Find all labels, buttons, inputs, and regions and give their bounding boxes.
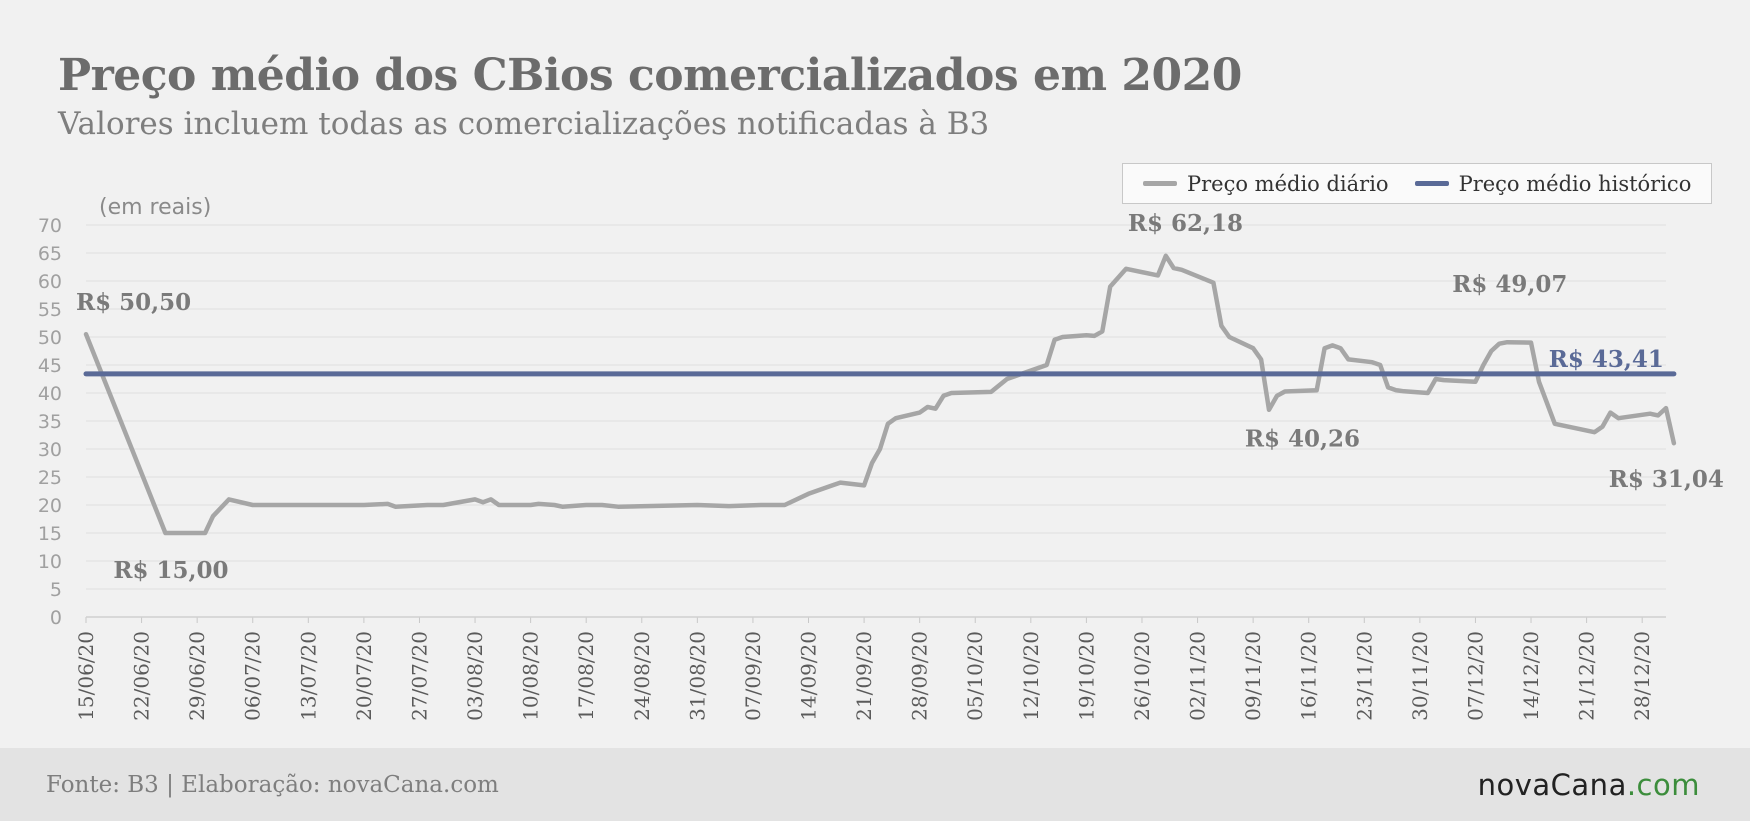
y-tick-label-30: 30 [38, 439, 62, 461]
x-tick-label-27: 21/12/20 [1575, 631, 1599, 721]
data-label-4: R$ 49,07 [1452, 271, 1567, 298]
x-tick-label-25: 07/12/20 [1463, 631, 1487, 721]
y-tick-label-35: 35 [38, 411, 62, 433]
y-tick-label-10: 10 [38, 551, 62, 573]
legend: Preço médio diário Preço médio histórico [1122, 163, 1712, 204]
y-tick-label-70: 70 [38, 215, 62, 237]
novacana-logo: novaCana.com [1478, 768, 1700, 802]
annotations: R$ 50,50 R$ 15,00 R$ 62,18 R$ 40,26 R$ 49,07… [76, 210, 1724, 584]
x-tick-label-7: 03/08/20 [463, 631, 487, 721]
source-credit: Fonte: B3 | Elaboração: novaCana.com [46, 772, 499, 798]
data-label-5: R$ 43,41 [1549, 346, 1664, 373]
y-axis-label: (em reais) [99, 195, 211, 220]
gridlines [86, 224, 1666, 590]
x-tick-label-4: 13/07/20 [296, 631, 320, 721]
x-tick-label-11: 31/08/20 [685, 631, 709, 721]
y-tick-label-50: 50 [38, 327, 62, 349]
x-tick-label-10: 24/08/20 [630, 631, 654, 721]
y-tick-label-65: 65 [38, 243, 62, 265]
x-tick-label-22: 16/11/20 [1297, 631, 1321, 721]
x-tick-label-6: 27/07/20 [407, 631, 431, 721]
x-tick-label-28: 28/12/20 [1630, 631, 1654, 721]
x-tick-label-9: 17/08/20 [574, 631, 598, 721]
data-label-6: R$ 31,04 [1609, 466, 1724, 493]
x-tick-label-8: 10/08/20 [519, 631, 543, 721]
y-tick-label-5: 5 [50, 579, 62, 601]
line-chart: 0 5 10 15 20 25 30 35 40 45 50 55 60 65 70 15/06/20 22/… [38, 195, 1724, 721]
x-tick-label-24: 30/11/20 [1408, 631, 1432, 721]
y-tick-label-40: 40 [38, 383, 62, 405]
x-tick-label-3: 06/07/20 [241, 631, 265, 721]
series-group [83, 253, 1677, 536]
y-tick-label-20: 20 [38, 495, 62, 517]
x-tick-label-16: 05/10/20 [963, 631, 987, 721]
x-tick-label-20: 02/11/20 [1186, 631, 1210, 721]
x-tick-label-18: 19/10/20 [1074, 631, 1098, 721]
x-tick-label-26: 14/12/20 [1519, 631, 1543, 721]
data-label-0: R$ 50,50 [76, 289, 191, 316]
legend-item-historic: Preço médio histórico [1414, 171, 1692, 196]
legend-swatch-historic [1414, 181, 1449, 186]
x-tick-label-12: 07/09/20 [741, 631, 765, 721]
x-axis-ticks: 15/06/20 22/06/20 29/06/20 06/07/20 13/07/20… [74, 617, 1654, 721]
y-tick-label-15: 15 [38, 523, 62, 545]
x-tick-label-2: 29/06/20 [185, 631, 209, 721]
x-tick-label-14: 21/09/20 [852, 631, 876, 721]
x-tick-label-17: 12/10/20 [1019, 631, 1043, 721]
y-axis-ticks: 0 5 10 15 20 25 30 35 40 45 50 55 60 65 70 [38, 215, 62, 629]
series-line-daily [83, 253, 1677, 536]
x-tick-label-19: 26/10/20 [1130, 631, 1154, 721]
y-tick-label-60: 60 [38, 271, 62, 293]
x-tick-label-21: 09/11/20 [1241, 631, 1265, 721]
legend-item-daily: Preço médio diário [1143, 172, 1389, 196]
logo-main: novaCana [1477, 768, 1627, 802]
legend-label-daily: Preço médio diário [1187, 171, 1389, 196]
logo-tld: .com [1626, 768, 1700, 802]
data-label-3: R$ 40,26 [1245, 426, 1360, 453]
x-tick-label-15: 28/09/20 [908, 631, 932, 721]
legend-label-historic: Preço médio histórico [1458, 171, 1692, 196]
x-tick-label-5: 20/07/20 [352, 631, 376, 721]
chart-subtitle: Valores incluem todas as comercializaçõe… [58, 106, 990, 142]
y-tick-label-0: 0 [50, 607, 62, 629]
y-tick-label-25: 25 [38, 467, 62, 489]
chart-title: Preço médio dos CBios comercializados em… [58, 50, 1242, 101]
x-tick-label-13: 14/09/20 [797, 631, 821, 721]
data-label-2: R$ 62,18 [1128, 210, 1243, 237]
y-tick-label-55: 55 [38, 299, 62, 321]
data-label-1: R$ 15,00 [113, 557, 228, 584]
legend-swatch-daily [1143, 181, 1177, 186]
x-tick-label-1: 22/06/20 [130, 631, 154, 721]
y-tick-label-45: 45 [38, 355, 62, 377]
x-tick-label-0: 15/06/20 [74, 631, 98, 721]
footer: Fonte: B3 | Elaboração: novaCana.com nov… [0, 748, 1750, 821]
x-tick-label-23: 23/11/20 [1352, 631, 1376, 721]
